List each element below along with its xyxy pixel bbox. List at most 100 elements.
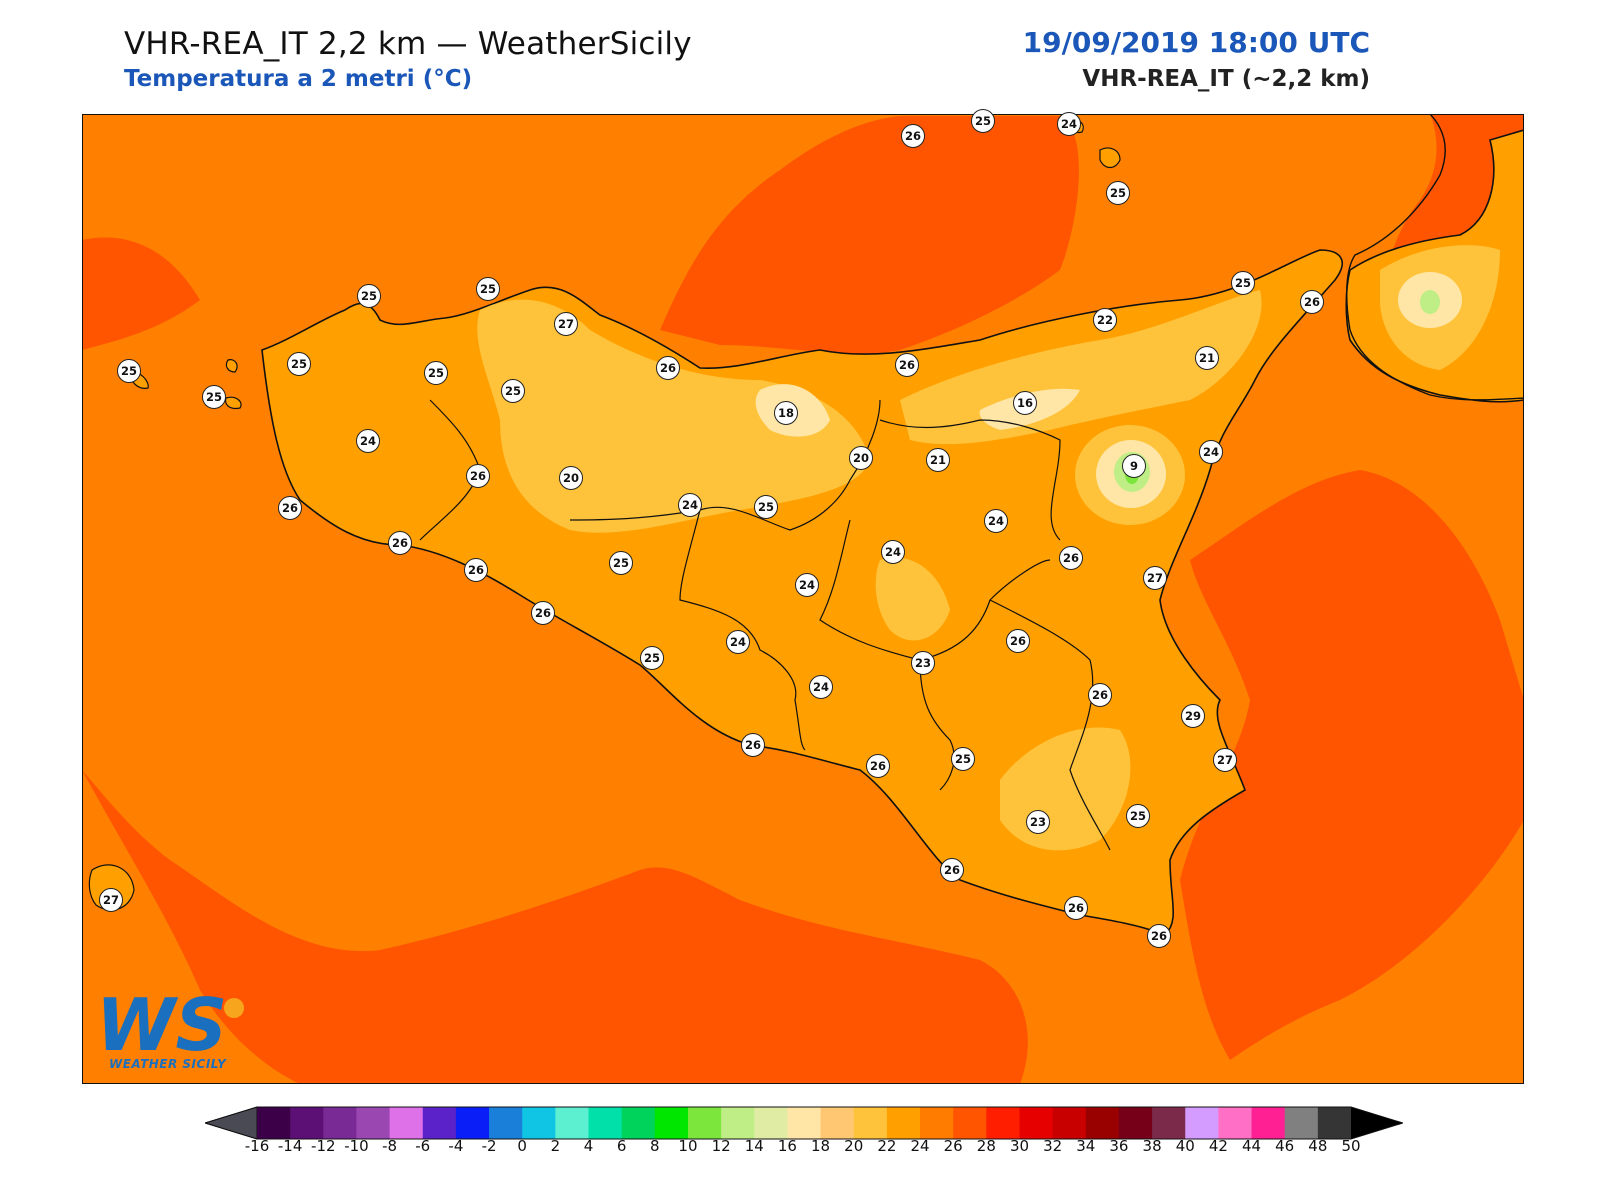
station-temp-label: 27 (554, 312, 578, 336)
valid-datetime: 19/09/2019 18:00 UTC (1022, 26, 1370, 59)
colorbar-tick-label: -12 (311, 1137, 336, 1155)
colorbar-tick-label: 22 (877, 1137, 897, 1155)
colorbar-segment (853, 1107, 888, 1139)
station-temp-label: 25 (357, 284, 381, 308)
sun-icon (224, 998, 244, 1018)
station-temp-label: 23 (911, 651, 935, 675)
station-temp-label: 25 (501, 379, 525, 403)
colorbar-segment (1218, 1107, 1253, 1139)
station-temp-label: 24 (984, 509, 1008, 533)
station-temp-label: 25 (1126, 804, 1150, 828)
station-temp-label: 25 (424, 361, 448, 385)
station-temp-label: 27 (1143, 566, 1167, 590)
colorbar-tick-label: 26 (943, 1137, 963, 1155)
colorbar-tick-label: 32 (1043, 1137, 1063, 1155)
station-temp-label: 26 (940, 858, 964, 882)
colorbar-segment (1152, 1107, 1186, 1139)
colorbar-tick-label: 44 (1241, 1137, 1262, 1155)
colorbar-ticks: -16 -14 -12 -10 -8 -6 -4 -2 0 2 4 6 8 10 12 14 16 18 20 22 2… (0, 1137, 1600, 1157)
station-temp-label: 24 (356, 429, 380, 453)
station-temp-label: 24 (795, 573, 819, 597)
colorbar-under-arrow (205, 1106, 258, 1140)
colorbar-tick-label: -14 (277, 1137, 303, 1155)
station-temp-label: 24 (881, 540, 905, 564)
warm-area-west (82, 237, 200, 350)
colorbar-tick-label: 20 (844, 1137, 864, 1155)
colorbar-tick-label: 8 (650, 1137, 660, 1155)
colorbar-tick-label: 14 (744, 1137, 764, 1155)
colorbar-tick-label: 30 (1009, 1137, 1030, 1155)
colorbar-tick-label: 0 (517, 1137, 527, 1155)
station-temp-label: 24 (1199, 440, 1223, 464)
cool-area-center (875, 557, 950, 641)
colorbar-segment (1185, 1107, 1219, 1139)
colorbar-tick-label: 34 (1076, 1137, 1096, 1155)
station-temp-label: 26 (1006, 629, 1030, 653)
colorbar-segment (1085, 1107, 1120, 1139)
station-temp-label: 24 (809, 675, 833, 699)
colorbar-segment (356, 1107, 391, 1139)
calabria-cold (1420, 290, 1440, 314)
station-temp-label: 26 (866, 754, 890, 778)
temperature-colorbar (205, 1106, 1403, 1140)
colorbar-outline (205, 1106, 1403, 1140)
station-temp-label: 27 (99, 888, 123, 912)
station-temp-label: 24 (1057, 112, 1081, 136)
station-temp-label: 26 (901, 124, 925, 148)
station-temp-label: 24 (678, 493, 702, 517)
station-temp-label: 25 (971, 109, 995, 133)
temperature-map (82, 114, 1524, 1084)
station-temp-label: 26 (1147, 924, 1171, 948)
colorbar-segment (389, 1107, 424, 1139)
colorbar-segment (754, 1107, 788, 1139)
station-temp-label: 25 (476, 277, 500, 301)
colorbar-tick-label: -4 (448, 1137, 464, 1155)
station-temp-label: 26 (1059, 546, 1083, 570)
station-temp-label: 25 (287, 352, 311, 376)
colorbar-segment (455, 1107, 490, 1139)
colorbar-tick-label: 50 (1341, 1137, 1361, 1155)
colorbar-segment (489, 1107, 523, 1139)
colorbar-tick-label: -16 (244, 1137, 270, 1155)
station-temp-label: 25 (951, 747, 975, 771)
station-temp-label: 26 (278, 496, 302, 520)
station-temp-label: 25 (202, 385, 226, 409)
station-temp-label: 25 (609, 551, 633, 575)
model-label: VHR-REA_IT (~2,2 km) (1082, 66, 1370, 92)
colorbar-segment (687, 1107, 722, 1139)
colorbar-tick-label: 28 (976, 1137, 996, 1155)
map-canvas (82, 114, 1524, 1084)
colorbar-segment (654, 1107, 689, 1139)
colorbar-tick-label: -2 (481, 1137, 497, 1155)
colorbar-tick-label: 48 (1308, 1137, 1328, 1155)
colorbar-segment (257, 1107, 291, 1139)
colorbar-tick-label: 46 (1275, 1137, 1295, 1155)
colorbar-segment (621, 1107, 656, 1139)
station-temp-label: 26 (464, 558, 488, 582)
colorbar-tick-label: -8 (382, 1137, 398, 1155)
logo-mark: WS (96, 983, 227, 1067)
colorbar-segment (721, 1107, 755, 1139)
colorbar-segment (323, 1107, 357, 1139)
map-title: VHR-REA_IT 2,2 km — WeatherSicily (124, 26, 692, 62)
weathersicily-logo: WS (96, 980, 256, 1070)
station-temp-label: 20 (849, 446, 873, 470)
colorbar-tick-label: 4 (583, 1137, 594, 1155)
colorbar-segment (953, 1107, 987, 1139)
station-temp-label: 26 (1088, 683, 1112, 707)
colorbar-segment (820, 1107, 855, 1139)
station-temp-label: 26 (741, 733, 765, 757)
colorbar-tick-label: 40 (1175, 1137, 1195, 1155)
station-temp-label: 26 (1064, 896, 1088, 920)
colorbar-segment (588, 1107, 623, 1139)
colorbar-segment (886, 1107, 921, 1139)
colorbar-segment (920, 1107, 954, 1139)
station-temp-label: 9 (1122, 454, 1146, 478)
colorbar-segment (290, 1107, 324, 1139)
colorbar-tick-label: 10 (678, 1137, 698, 1155)
colorbar-over-arrow (1351, 1107, 1403, 1139)
colorbar-tick-label: 12 (711, 1137, 731, 1155)
station-temp-label: 26 (895, 353, 919, 377)
colorbar-segment (1251, 1107, 1286, 1139)
colorbar-segment (1317, 1107, 1352, 1139)
